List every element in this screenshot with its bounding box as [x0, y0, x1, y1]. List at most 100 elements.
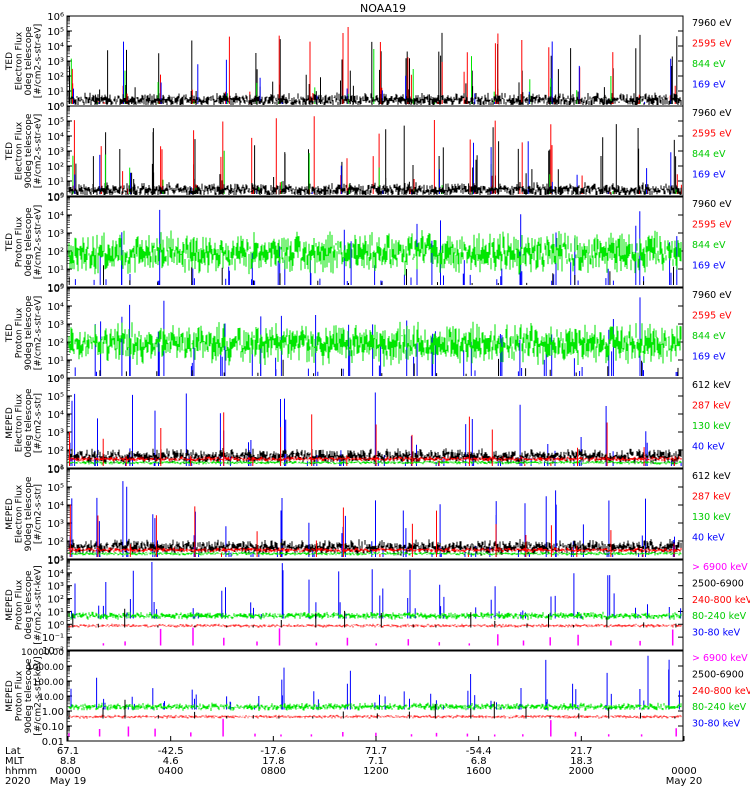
x-tick-label: 0000	[671, 766, 696, 777]
legend-entry: 844 eV	[692, 240, 726, 251]
x-date-label: May 19	[50, 776, 87, 787]
y-axis-label-line: TED	[5, 233, 15, 252]
y-tick-label: 10⁵	[47, 284, 64, 295]
series-7960ev-floor	[68, 92, 682, 105]
y-tick-label: 10⁴	[47, 410, 64, 421]
panel-frame	[66, 559, 684, 651]
y-axis-label-line: TED	[5, 52, 15, 71]
y-tick-label: 10⁴	[47, 302, 64, 313]
y-tick-label: 10¹	[47, 177, 64, 188]
y-axis-label-line: [#/cm2-s-str-eV]	[34, 205, 44, 280]
legend-entry: 7960 eV	[692, 290, 732, 301]
legend-entry: 612 keV	[692, 380, 731, 391]
legend-entry: 844 eV	[692, 59, 726, 70]
y-tick-label: 10¹	[47, 356, 64, 367]
y-tick-label: 10¹	[47, 464, 64, 475]
y-axis-label-line: Proton Flux	[15, 670, 25, 721]
y-axis-label-line: Proton Flux	[15, 579, 25, 630]
legend-entry: 2595 eV	[692, 39, 732, 50]
y-tick-label: 0.01	[42, 737, 64, 748]
series-7960ev	[99, 358, 679, 376]
y-axis-label-line: [#/cm2-s-str-eV]	[34, 114, 44, 189]
y-axis-label-line: [#/cm2-s-str-eV]	[34, 296, 44, 371]
series-240-800kev	[68, 623, 682, 628]
series-844ev	[68, 321, 682, 367]
y-axis-label-line: 0deg telescope	[24, 388, 34, 458]
y-tick-label: 10⁴	[47, 42, 64, 53]
x-axis-row-label: Lat	[5, 746, 21, 757]
y-axis-label-line: 0deg telescope	[24, 570, 34, 640]
x-axis-row-label: hhmm	[5, 766, 37, 777]
x-date-label: May 20	[666, 776, 703, 787]
legend-entry: > 6900 keV	[692, 562, 748, 573]
legend-entry: 7960 eV	[692, 108, 732, 119]
y-axis-label-line: [#/cm2-s-str-keV]	[34, 565, 44, 644]
legend-entry: 240-800 keV	[692, 686, 750, 697]
legend-entry: 844 eV	[692, 331, 726, 342]
legend-entry: 2500-6900	[692, 578, 744, 589]
y-axis-label-line: MEPED	[5, 407, 15, 439]
y-tick-label: 10⁰	[47, 192, 64, 203]
series-80-240kev	[68, 611, 682, 621]
x-tick-label: 4.6	[163, 756, 179, 767]
y-tick-label: 10²	[47, 247, 64, 258]
y-tick-label: 10⁴	[47, 569, 64, 580]
y-axis-label-line: 0deg telescope	[24, 26, 34, 96]
y-axis-label-line: Proton Flux	[15, 307, 25, 358]
legend-entry: 2500-6900	[692, 669, 744, 680]
y-tick-label: 10⁵	[47, 27, 64, 38]
panel-frame	[66, 650, 684, 742]
y-tick-label: 10²	[47, 338, 64, 349]
y-tick-label: 10⁴	[47, 501, 64, 512]
legend-entry: 169 eV	[692, 170, 726, 181]
legend-entry: 169 eV	[692, 261, 726, 272]
y-tick-label: 10000.00	[21, 648, 64, 658]
series-287kev	[68, 547, 682, 553]
y-axis-label-line: MEPED	[5, 498, 15, 530]
legend-entry: 7960 eV	[692, 199, 732, 210]
y-tick-label: 10³	[47, 519, 64, 530]
y-axis-label-line: TED	[5, 324, 15, 343]
x-tick-label: -42.5	[158, 746, 184, 757]
series-287kev-peaks	[69, 504, 675, 557]
y-tick-label: 10⁴	[47, 132, 64, 143]
legend-entry: 169 eV	[692, 352, 726, 363]
x-tick-label: 7.1	[368, 756, 384, 767]
y-tick-label: 10⁰	[47, 620, 64, 631]
x-tick-label: 67.1	[57, 746, 79, 757]
y-tick-label: 10²	[47, 446, 64, 457]
x-tick-label: 71.7	[365, 746, 387, 757]
x-tick-label: 2000	[569, 766, 594, 777]
panel-2: 10⁰ 10¹ 10² 10³ 10⁴ 10⁵ 10⁶ TED Electron Flux 90d…	[5, 102, 732, 203]
x-tick-label: 0000	[55, 766, 80, 777]
y-tick-label: 10¹	[47, 555, 64, 566]
series-80-240kev	[68, 702, 682, 711]
y-axis-label-line: MEPED	[5, 589, 15, 621]
series-7960ev-floor	[68, 182, 682, 195]
y-tick-label: 10²	[47, 72, 64, 83]
x-tick-label: 6.8	[471, 756, 487, 767]
y-tick-label: 10⁵	[47, 117, 64, 128]
y-tick-label: 10⁰	[47, 102, 64, 113]
x-tick-label: 0800	[261, 766, 286, 777]
x-axis-row-label: 2020	[5, 776, 30, 787]
y-tick-label: 10⁴	[47, 211, 64, 222]
x-tick-label: 1600	[466, 766, 491, 777]
y-tick-label: 10³	[47, 57, 64, 68]
legend-entry: > 6900 keV	[692, 653, 748, 664]
y-axis-label-line: Proton Flux	[15, 216, 25, 267]
y-tick-label: 100.00	[33, 678, 65, 688]
legend-entry: 30-80 keV	[692, 719, 741, 730]
panel-5: 10¹ 10² 10³ 10⁴ 10⁵ 10⁶ MEPED Electron Flux 0deg…	[5, 374, 731, 475]
y-tick-label: 1000.00	[27, 663, 64, 673]
legend-entry: 30-80 keV	[692, 628, 741, 639]
y-axis-label-line: TED	[5, 142, 15, 161]
legend-entry: 80-240 keV	[692, 702, 747, 713]
x-tick-label: 17.8	[262, 756, 284, 767]
y-axis-label-line: 90deg telescope	[24, 113, 34, 188]
x-tick-label: 8.8	[60, 756, 76, 767]
y-tick-label: 10³	[47, 582, 64, 593]
series-2500-6900kev	[72, 608, 677, 628]
